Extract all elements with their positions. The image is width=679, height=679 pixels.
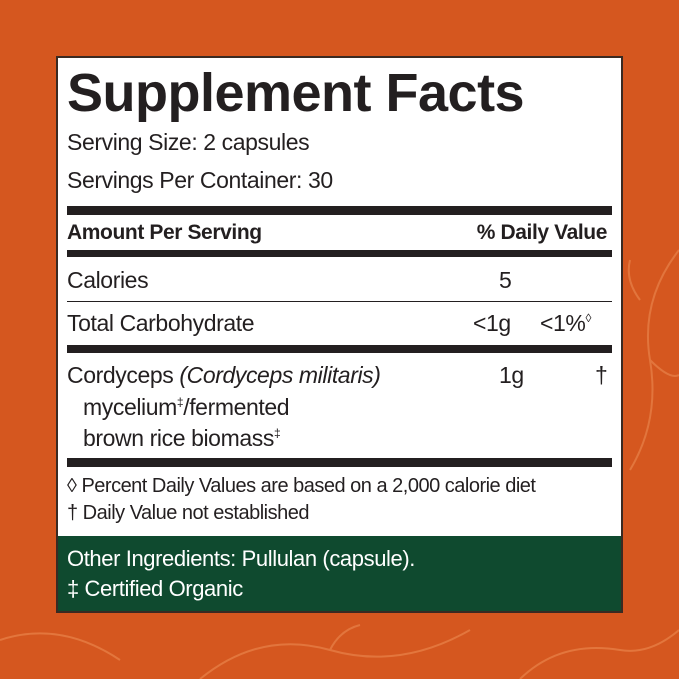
organic-note: ‡ Certified Organic (67, 576, 243, 601)
header-daily-value: % Daily Value (476, 221, 608, 244)
servings-per-container: Servings Per Container: 30 (67, 167, 333, 193)
divider-thin (67, 301, 612, 302)
divider-thick (67, 345, 612, 353)
footnote-daily-values: ◊ Percent Daily Values are based on a 2,… (67, 475, 536, 497)
row-cordyceps-line3: brown rice biomass‡ (83, 425, 281, 451)
supplement-facts-panel: Supplement Facts Serving Size: 2 capsule… (56, 56, 623, 613)
double-dagger-mark: ‡ (176, 395, 184, 409)
serving-size: Serving Size: 2 capsules (67, 129, 310, 155)
divider-thick (67, 206, 612, 215)
other-ingredients: Other Ingredients: Pullulan (capsule). (67, 546, 415, 571)
footnote-dv-not-established: † Daily Value not established (67, 502, 309, 524)
diamond-mark: ◊ (585, 311, 592, 325)
cordyceps-biomass: brown rice biomass (83, 425, 274, 451)
row-carb-amount: <1g (473, 310, 511, 336)
cordyceps-fermented: /fermented (183, 394, 290, 420)
other-ingredients-band: Other Ingredients: Pullulan (capsule). ‡… (58, 536, 621, 611)
row-calories-amount: 5 (499, 267, 512, 293)
divider-thick (67, 458, 612, 467)
row-cordyceps-name: Cordyceps (Cordyceps militaris) (67, 364, 381, 387)
label-title: Supplement Facts (67, 63, 525, 123)
header-amount-per-serving: Amount Per Serving (67, 221, 262, 244)
row-carb-name: Total Carbohydrate (67, 310, 255, 336)
cordyceps-latin: (Cordyceps militaris) (179, 362, 381, 388)
row-cordyceps-amount: 1g (499, 362, 524, 388)
divider-thick (67, 250, 612, 257)
row-cordyceps-line2: mycelium‡/fermented (83, 394, 290, 420)
cordyceps-mycelium: mycelium (83, 394, 177, 420)
double-dagger-mark: ‡ (273, 426, 281, 440)
cordyceps-name: Cordyceps (67, 362, 174, 388)
row-carb-dv: <1%◊ (540, 312, 591, 335)
row-cordyceps-dv: † (595, 362, 608, 388)
carb-dv-value: <1% (540, 310, 586, 336)
row-calories-name: Calories (67, 267, 149, 293)
